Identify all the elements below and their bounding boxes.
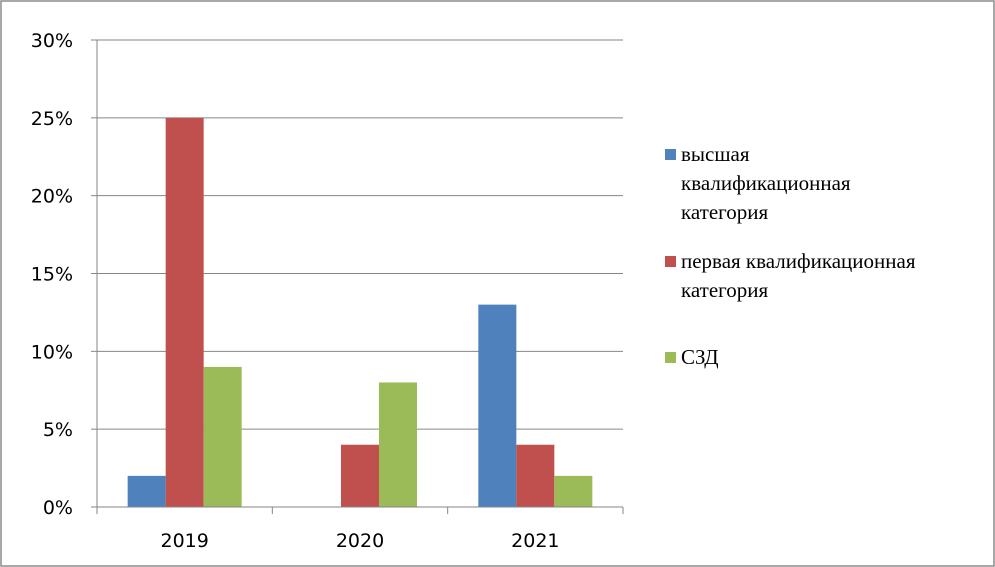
bar-2021-series-3 bbox=[554, 475, 593, 507]
legend-swatch-3 bbox=[665, 352, 676, 363]
legend-label: категория bbox=[681, 278, 768, 302]
legend-label: первая квалификационная bbox=[681, 249, 916, 273]
x-axis-tick-labels: 2019 2020 2021 bbox=[160, 530, 559, 552]
y-tick-label: 5% bbox=[43, 419, 73, 441]
x-tick-label: 2020 bbox=[336, 530, 384, 552]
bar-2021-series-1 bbox=[478, 304, 517, 507]
legend-label: квалификационная bbox=[681, 171, 851, 195]
x-tick-label: 2021 bbox=[511, 530, 559, 552]
bar-2021-series-2 bbox=[516, 444, 555, 507]
legend: высшая квалификационная категория первая кв… bbox=[665, 142, 916, 369]
legend-label: высшая bbox=[681, 142, 750, 166]
bar-2019-series-3 bbox=[203, 366, 242, 507]
bar-2020-series-2 bbox=[341, 444, 379, 507]
bar-2019-series-1 bbox=[127, 475, 166, 507]
bars bbox=[127, 117, 593, 507]
bar-2019-series-2 bbox=[165, 117, 204, 507]
y-tick-label: 0% bbox=[43, 497, 73, 519]
y-tick-label: 15% bbox=[31, 264, 73, 286]
legend-swatch-1 bbox=[665, 149, 676, 160]
legend-swatch-2 bbox=[665, 256, 676, 267]
y-tick-label: 30% bbox=[31, 30, 73, 52]
y-tick-label: 25% bbox=[31, 108, 73, 130]
legend-label: СЗД bbox=[681, 345, 719, 369]
y-tick-label: 10% bbox=[31, 341, 73, 363]
x-tick-label: 2019 bbox=[160, 530, 208, 552]
legend-label: категория bbox=[681, 200, 768, 224]
axes bbox=[91, 39, 624, 514]
bar-2020-series-3 bbox=[379, 382, 417, 507]
y-tick-label: 20% bbox=[31, 186, 73, 208]
y-axis-tick-labels: 0% 5% 10% 15% 20% 25% 30% bbox=[31, 30, 73, 519]
